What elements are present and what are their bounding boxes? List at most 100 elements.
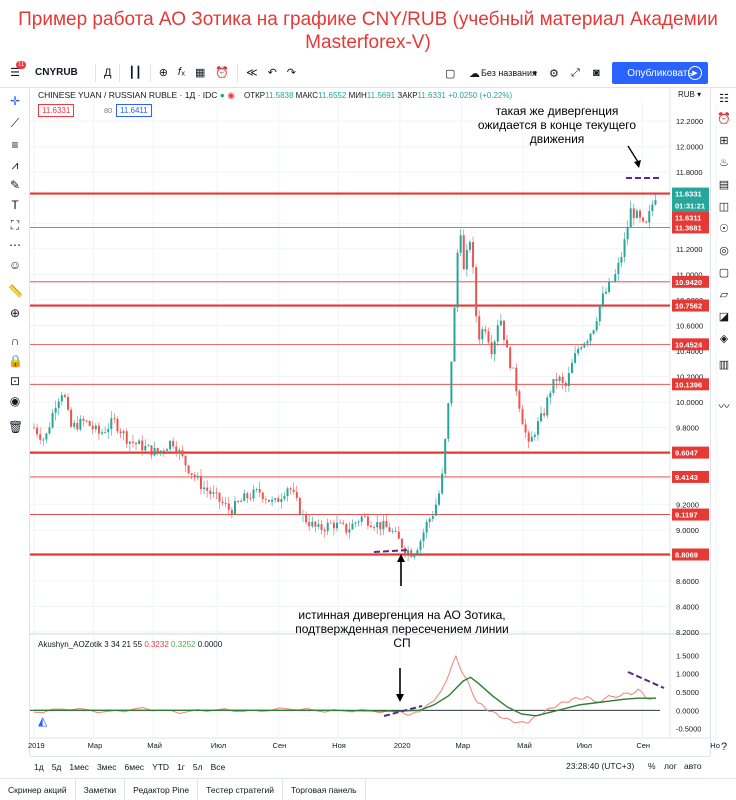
- pattern-icon[interactable]: ⩘: [11, 158, 19, 172]
- help-icon[interactable]: ?: [720, 741, 728, 753]
- emoji-icon[interactable]: ☺: [8, 258, 22, 272]
- data-window-icon[interactable]: ⊞: [719, 135, 729, 147]
- camera-icon[interactable]: ◙: [593, 67, 600, 79]
- calendar2-icon[interactable]: ▥: [718, 359, 730, 371]
- templates-icon[interactable]: ▦: [194, 67, 206, 79]
- candle-body: [370, 525, 373, 527]
- log-toggle[interactable]: лог: [664, 761, 677, 771]
- indicators-icon[interactable]: 𝑓ₓ: [177, 66, 185, 78]
- lock-drawings-icon[interactable]: 🔒: [8, 354, 23, 368]
- candle-body: [301, 514, 304, 515]
- fullscreen-icon[interactable]: ▢: [445, 67, 456, 80]
- range-button-3[interactable]: 3мес: [96, 761, 117, 772]
- cloud-icon[interactable]: ☁: [469, 67, 480, 80]
- tradingview-logo-icon[interactable]: 〰: [718, 401, 730, 413]
- menu-button[interactable]: ☰ 11: [10, 60, 27, 79]
- trash-icon[interactable]: 🗑: [8, 420, 24, 434]
- magnet-icon[interactable]: ∩: [10, 334, 20, 348]
- text-icon[interactable]: T: [11, 198, 19, 212]
- messages-icon[interactable]: ◪: [718, 311, 730, 323]
- sell-price-box[interactable]: 11.6331: [38, 104, 75, 117]
- candle-body: [428, 518, 431, 522]
- auto-toggle[interactable]: авто: [684, 761, 702, 771]
- candle-body: [252, 489, 255, 499]
- stream-icon[interactable]: ◈: [719, 333, 729, 345]
- news-icon[interactable]: ◫: [718, 201, 730, 213]
- brush-icon[interactable]: ✎: [9, 178, 21, 192]
- panel-tab-4[interactable]: Торговая панель: [283, 778, 366, 800]
- trend-line-icon[interactable]: ⟋: [10, 116, 20, 130]
- panel-tab-3[interactable]: Тестер стратегий: [198, 778, 283, 800]
- indicator-value-1: 0.3232: [144, 640, 169, 649]
- alarm-icon[interactable]: ⏰: [717, 113, 731, 125]
- range-button-2[interactable]: 1мес: [69, 761, 89, 772]
- hotlist-icon[interactable]: ♨: [719, 157, 729, 169]
- streams-icon[interactable]: ◎: [719, 245, 729, 257]
- symbol-search[interactable]: CNYRUB: [35, 67, 78, 78]
- panel-tab-1[interactable]: Заметки: [76, 778, 126, 800]
- expand-icon[interactable]: ⤢: [571, 66, 580, 79]
- panel-tab-2[interactable]: Редактор Pine: [125, 778, 199, 800]
- fib-icon[interactable]: ≡: [11, 138, 19, 152]
- price-tick-label: 11.8000: [676, 168, 703, 177]
- price-tick-label: 9.0000: [676, 526, 699, 535]
- compare-icon[interactable]: ⊕: [158, 67, 168, 79]
- range-button-1[interactable]: 5д: [51, 761, 62, 772]
- percent-toggle[interactable]: %: [648, 761, 656, 771]
- candle-body: [224, 503, 227, 504]
- candle-body: [215, 492, 218, 494]
- candle-body: [453, 307, 456, 362]
- settings-icon[interactable]: ⚙: [549, 67, 559, 80]
- shapes-icon[interactable]: ⋯: [9, 238, 21, 252]
- chat-bubble-icon[interactable]: ▱: [719, 289, 729, 301]
- alert-icon[interactable]: ⏰: [215, 67, 230, 79]
- time-tick-label: Но: [710, 741, 720, 750]
- level-label-bg: [672, 548, 709, 561]
- hide-icon[interactable]: ◉: [227, 90, 235, 100]
- high-label: МАКС: [295, 91, 319, 100]
- range-button-5[interactable]: YTD: [152, 761, 170, 772]
- candle-body: [360, 516, 363, 522]
- chats-icon[interactable]: ▢: [718, 267, 730, 279]
- candle-body: [221, 501, 224, 504]
- crosshair-icon[interactable]: ✛: [9, 94, 21, 108]
- candle-body: [524, 424, 527, 433]
- publish-button[interactable]: Опубликовать: [612, 62, 708, 84]
- layout-name[interactable]: Без названия: [481, 68, 537, 78]
- candle-body: [518, 391, 521, 409]
- undo-icon[interactable]: ↶: [267, 67, 277, 79]
- candle-body: [509, 347, 512, 369]
- candle-body: [104, 432, 107, 433]
- watchlist-icon[interactable]: ☷: [719, 93, 729, 105]
- range-button-4[interactable]: 6мес: [124, 761, 145, 772]
- redo-icon[interactable]: ↷: [286, 67, 297, 79]
- interval-button[interactable]: Д: [104, 66, 112, 79]
- layout-dropdown-icon[interactable]: ▾: [533, 68, 538, 78]
- candle-body: [73, 422, 76, 427]
- ruler-icon[interactable]: 📏: [8, 284, 23, 298]
- range-button-6[interactable]: 1г: [177, 761, 185, 772]
- lock-icon[interactable]: ⊡: [9, 374, 21, 388]
- range-button-7[interactable]: 5л: [192, 761, 203, 772]
- prediction-icon[interactable]: ⛶: [10, 218, 20, 232]
- play-icon[interactable]: ▶: [688, 66, 702, 80]
- divergence-indicator-low: [383, 705, 423, 717]
- chart-type-icon[interactable]: ┃┃: [128, 67, 142, 79]
- zoom-icon[interactable]: ⊕: [9, 306, 21, 320]
- range-button-8[interactable]: Все: [210, 761, 226, 772]
- replay-icon[interactable]: ≪: [246, 67, 258, 79]
- candle-body: [209, 490, 212, 494]
- indicator-tick-label: 0.0000: [676, 706, 699, 715]
- candle-body: [484, 329, 487, 332]
- ideas-icon[interactable]: ☉: [719, 223, 729, 235]
- time-axis: 2019 Мар Май Июл Сен Ноя 2020 Мар Май Июл Сен Но: [28, 741, 720, 750]
- indicator-tick-label: 1.0000: [676, 670, 699, 679]
- eye-icon[interactable]: ◉: [9, 394, 21, 408]
- buy-price-box[interactable]: 11.6411: [116, 104, 152, 117]
- calendar-icon[interactable]: ▤: [718, 179, 730, 191]
- range-button-0[interactable]: 1д: [34, 761, 44, 772]
- candle-body: [233, 501, 236, 515]
- candle-body: [434, 504, 437, 516]
- panel-tab-0[interactable]: Скринер акций: [0, 778, 76, 800]
